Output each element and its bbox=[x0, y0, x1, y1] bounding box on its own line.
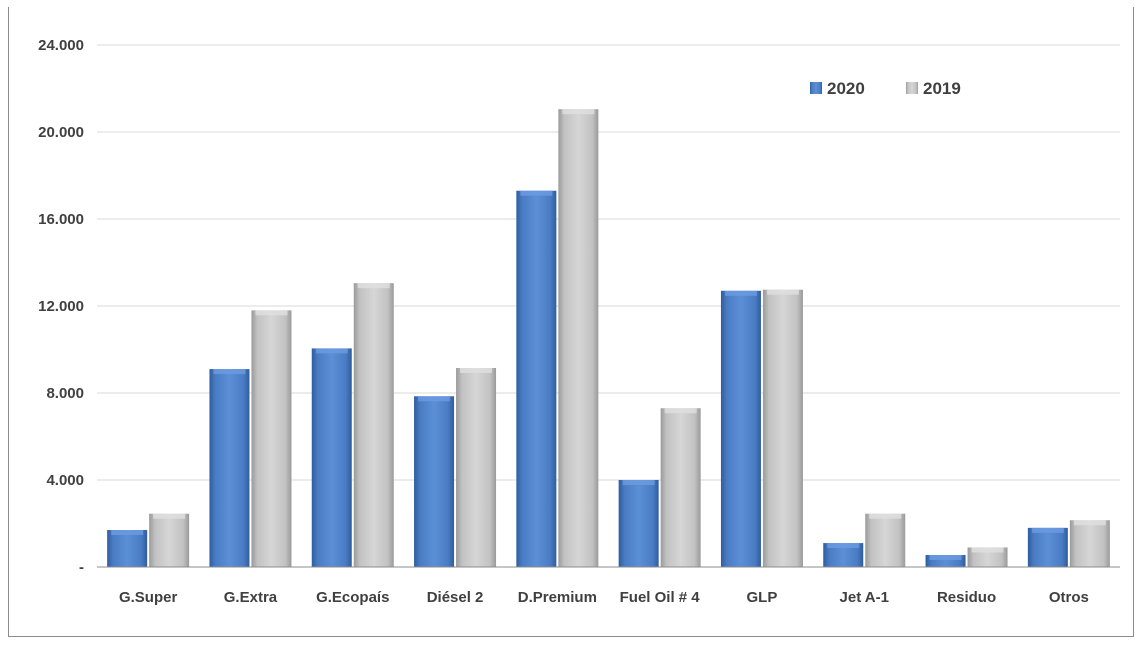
bar-bevel-top bbox=[724, 290, 757, 296]
bar-bevel-top bbox=[418, 396, 451, 402]
bar-bevel-top bbox=[971, 547, 1004, 553]
x-tick-label: Otros bbox=[1049, 589, 1089, 606]
bar-bevel-top bbox=[111, 530, 144, 536]
bar-bevel-top bbox=[827, 543, 860, 549]
bar-2019-6 bbox=[660, 408, 701, 567]
bar-bevel-top bbox=[664, 408, 697, 414]
x-tick-label: GLP bbox=[747, 589, 778, 606]
bar-2020-7 bbox=[720, 290, 761, 567]
bar-bevel-top bbox=[622, 480, 655, 485]
bar-bevel-top bbox=[1073, 520, 1106, 526]
bar-2020-4 bbox=[414, 396, 455, 567]
bar-bevel-top bbox=[766, 289, 799, 295]
x-tick-label: G.Ecopaís bbox=[316, 589, 389, 606]
bar-bevel-top bbox=[357, 283, 390, 289]
legend-swatch-2019 bbox=[906, 82, 918, 94]
legend-swatch-2020 bbox=[810, 82, 822, 94]
bar-2019-2 bbox=[251, 310, 292, 567]
bar-2019-10 bbox=[1069, 520, 1110, 567]
y-tick-label: 12.000 bbox=[38, 298, 84, 315]
bar-2020-2 bbox=[209, 369, 250, 567]
bar-bevel-top bbox=[315, 348, 348, 354]
legend-label: 2019 bbox=[923, 79, 961, 98]
bars bbox=[107, 109, 1110, 567]
bar-bevel-top bbox=[1031, 527, 1064, 533]
bar-2020-8 bbox=[823, 543, 864, 567]
bar-2019-8 bbox=[865, 513, 906, 567]
bar-2020-6 bbox=[618, 480, 659, 567]
bar-bevel-top bbox=[213, 369, 246, 375]
chart-frame bbox=[8, 7, 1134, 637]
bar-2020-9 bbox=[925, 555, 966, 567]
bar-2020-3 bbox=[311, 348, 352, 567]
bar-bevel-top bbox=[562, 109, 595, 115]
bar-2019-4 bbox=[456, 367, 497, 567]
axes: - 4.000 8.000 12.000 16.000 20.000 24.000 G.Sup… bbox=[38, 37, 1120, 606]
bar-bevel-top bbox=[255, 310, 288, 316]
y-tick-label: 4.000 bbox=[46, 472, 84, 489]
x-tick-label: Residuo bbox=[937, 589, 996, 606]
bar-2020-5 bbox=[516, 190, 557, 567]
y-tick-label: 24.000 bbox=[38, 37, 84, 54]
bar-bevel-top bbox=[153, 513, 186, 519]
grid-lines bbox=[97, 44, 1120, 481]
legend: 2020 2019 bbox=[810, 79, 961, 98]
y-tick-label: - bbox=[79, 559, 84, 576]
y-tick-label: 20.000 bbox=[38, 124, 84, 141]
y-tick-label: 8.000 bbox=[46, 385, 84, 402]
bar-2019-3 bbox=[353, 283, 394, 567]
x-tick-label: G.Extra bbox=[224, 589, 278, 606]
y-tick-label: 16.000 bbox=[38, 211, 84, 228]
x-tick-label: Fuel Oil # 4 bbox=[620, 589, 701, 606]
bar-bevel-top bbox=[460, 367, 493, 373]
bar-2019-7 bbox=[762, 289, 803, 567]
bar-2019-5 bbox=[558, 109, 599, 567]
bar-bevel-top bbox=[869, 513, 902, 519]
bar-bevel-top bbox=[520, 190, 553, 196]
x-tick-label: Diésel 2 bbox=[427, 589, 484, 606]
x-tick-label: G.Super bbox=[119, 589, 178, 606]
bar-2019-1 bbox=[149, 513, 190, 567]
x-tick-label: Jet A-1 bbox=[840, 589, 889, 606]
legend-label: 2020 bbox=[827, 79, 865, 98]
bar-2020-1 bbox=[107, 530, 148, 567]
bar-2020-10 bbox=[1027, 527, 1068, 567]
bar-bevel-top bbox=[929, 555, 962, 561]
x-tick-label: D.Premium bbox=[518, 589, 597, 606]
